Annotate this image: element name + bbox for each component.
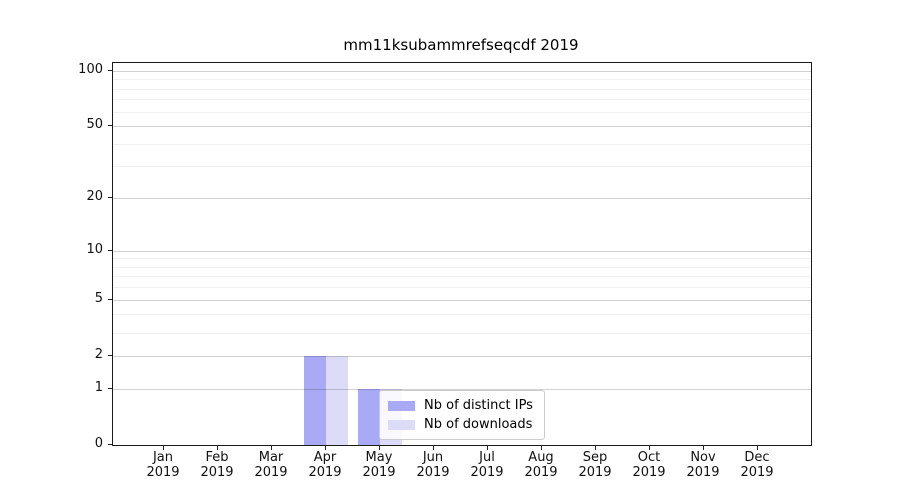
bar-may-series0 [358, 388, 380, 445]
y-tick-label: 20 [86, 189, 103, 205]
y-tick-mark [108, 388, 112, 389]
minor-gridline [113, 276, 811, 277]
y-tick-mark [108, 125, 112, 126]
x-tick-month: Jul [479, 450, 495, 465]
minor-gridline [113, 333, 811, 334]
minor-gridline [113, 79, 811, 80]
x-tick-month: Aug [528, 450, 554, 465]
x-tick-month: Oct [637, 450, 661, 465]
x-tick-month: May [365, 450, 393, 465]
x-tick-year: 2019 [470, 465, 504, 480]
minor-gridline [113, 267, 811, 268]
x-tick-month: Apr [313, 450, 337, 465]
x-tick-mark [487, 446, 488, 450]
minor-gridline [113, 314, 811, 315]
x-tick-mark [595, 446, 596, 450]
y-tick-label: 0 [94, 436, 103, 451]
legend-label-distinct-ips: Nb of distinct IPs [424, 398, 533, 413]
x-tick-mark [649, 446, 650, 450]
legend-swatch-distinct-ips-icon [388, 400, 415, 411]
y-tick-mark [108, 355, 112, 356]
x-tick-month: Sep [582, 450, 608, 465]
y-tick-mark [108, 299, 112, 300]
x-tick-year: 2019 [362, 465, 396, 480]
x-tick-label-aug: Aug 2019 [514, 450, 568, 480]
x-tick-label-sep: Sep 2019 [568, 450, 622, 480]
y-tick-label: 10 [86, 241, 103, 257]
x-tick-label-jan: Jan 2019 [136, 450, 190, 480]
legend-item-downloads: Nb of downloads [388, 415, 536, 434]
x-tick-year: 2019 [578, 465, 612, 480]
x-tick-label-apr: Apr 2019 [298, 450, 352, 480]
minor-gridline [113, 287, 811, 288]
x-tick-mark [271, 446, 272, 450]
x-tick-year: 2019 [200, 465, 234, 480]
y-tick-mark [108, 444, 112, 445]
y-tick-label: 100 [78, 61, 103, 77]
x-tick-mark [217, 446, 218, 450]
x-tick-label-may: May 2019 [352, 450, 406, 480]
x-tick-year: 2019 [416, 465, 450, 480]
chart-title: mm11ksubammrefseqcdf 2019 [343, 36, 579, 54]
x-tick-mark [325, 446, 326, 450]
x-tick-year: 2019 [146, 465, 180, 480]
major-gridline [113, 356, 811, 357]
legend-item-distinct-ips: Nb of distinct IPs [388, 396, 536, 415]
major-gridline [113, 71, 811, 72]
y-tick-mark [108, 70, 112, 71]
y-tick-label: 1 [94, 379, 103, 395]
x-tick-label-mar: Mar 2019 [244, 450, 298, 480]
y-tick-mark [108, 197, 112, 198]
x-tick-month: Dec [744, 450, 770, 465]
minor-gridline [113, 99, 811, 100]
y-tick-label: 5 [94, 290, 103, 306]
x-tick-mark [703, 446, 704, 450]
x-tick-month: Jan [152, 450, 174, 465]
x-tick-label-oct: Oct 2019 [622, 450, 676, 480]
x-tick-year: 2019 [740, 465, 774, 480]
major-gridline [113, 198, 811, 199]
x-tick-month: Jun [422, 450, 444, 465]
x-tick-month: Feb [205, 450, 229, 465]
major-gridline [113, 251, 811, 252]
x-tick-month: Nov [690, 450, 716, 465]
x-tick-label-feb: Feb 2019 [190, 450, 244, 480]
x-tick-mark [163, 446, 164, 450]
minor-gridline [113, 112, 811, 113]
x-tick-label-nov: Nov 2019 [676, 450, 730, 480]
x-tick-year: 2019 [524, 465, 558, 480]
x-tick-month: Mar [258, 450, 284, 465]
x-tick-label-jun: Jun 2019 [406, 450, 460, 480]
x-tick-mark [379, 446, 380, 450]
bar-apr-series1 [326, 355, 348, 445]
legend: Nb of distinct IPs Nb of downloads [379, 390, 545, 440]
x-tick-year: 2019 [254, 465, 288, 480]
minor-gridline [113, 144, 811, 145]
y-tick-mark [108, 250, 112, 251]
x-tick-label-jul: Jul 2019 [460, 450, 514, 480]
minor-gridline [113, 258, 811, 259]
major-gridline [113, 389, 811, 390]
x-tick-mark [433, 446, 434, 450]
x-tick-year: 2019 [632, 465, 666, 480]
bar-apr-series0 [304, 355, 326, 445]
minor-gridline [113, 166, 811, 167]
major-gridline [113, 126, 811, 127]
x-tick-mark [541, 446, 542, 450]
legend-label-downloads: Nb of downloads [424, 417, 533, 432]
legend-swatch-downloads-icon [388, 419, 415, 430]
major-gridline [113, 300, 811, 301]
x-tick-year: 2019 [308, 465, 342, 480]
x-tick-year: 2019 [686, 465, 720, 480]
x-tick-mark [757, 446, 758, 450]
minor-gridline [113, 89, 811, 90]
x-tick-label-dec: Dec 2019 [730, 450, 784, 480]
plot-area [112, 62, 812, 446]
y-tick-label: 50 [86, 117, 103, 133]
y-tick-label: 2 [94, 346, 103, 362]
